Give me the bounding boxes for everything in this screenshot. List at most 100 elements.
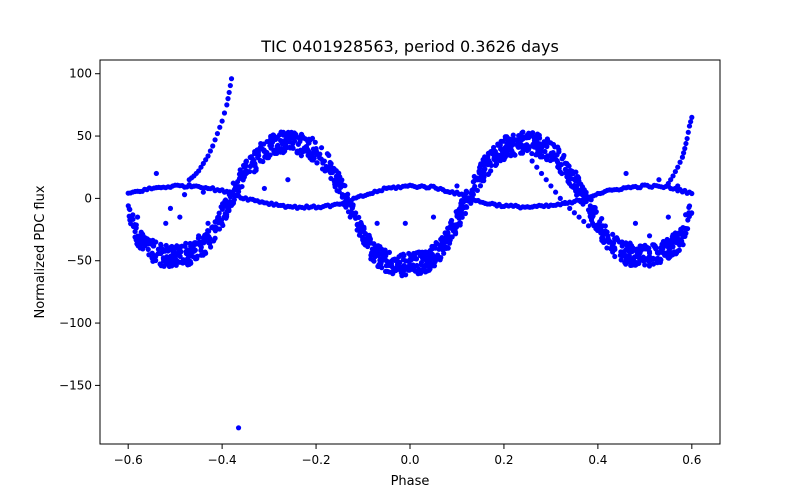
data-point	[680, 150, 687, 156]
data-point	[430, 245, 436, 251]
data-point	[314, 151, 320, 157]
data-point	[249, 160, 255, 166]
data-point	[401, 265, 408, 271]
data-point	[224, 102, 230, 108]
data-point	[571, 210, 577, 216]
data-point	[643, 256, 650, 262]
data-point	[268, 135, 274, 141]
data-point	[626, 252, 632, 259]
data-point	[442, 230, 448, 236]
data-point	[420, 255, 426, 261]
data-point	[671, 249, 678, 255]
data-point	[322, 166, 328, 173]
data-point	[332, 184, 338, 190]
data-point	[496, 152, 502, 159]
data-point	[146, 252, 152, 258]
data-point	[688, 119, 694, 125]
data-point	[132, 228, 138, 235]
data-point	[298, 147, 304, 153]
data-point	[623, 261, 629, 267]
data-point	[181, 192, 188, 198]
data-point	[207, 148, 213, 154]
data-point	[470, 179, 476, 185]
data-point	[170, 254, 176, 260]
data-point	[374, 220, 380, 226]
data-point	[365, 243, 371, 250]
data-point	[272, 148, 278, 155]
data-point	[686, 213, 692, 220]
data-point	[445, 225, 451, 231]
data-point	[589, 214, 595, 221]
data-point	[225, 96, 231, 102]
data-point	[560, 154, 566, 161]
data-point	[689, 190, 695, 197]
x-tick-label: −0.2	[301, 453, 330, 467]
data-point	[384, 268, 391, 275]
data-point	[601, 239, 607, 245]
data-point	[623, 170, 629, 177]
data-point	[320, 160, 326, 166]
data-point	[390, 269, 396, 275]
data-point	[689, 114, 695, 120]
data-point	[406, 259, 412, 265]
data-point	[200, 235, 206, 241]
data-point	[176, 248, 182, 254]
y-tick-label: −150	[59, 378, 92, 392]
data-point	[485, 150, 491, 156]
data-point	[227, 82, 233, 89]
data-point	[237, 167, 243, 173]
data-point	[331, 165, 337, 171]
data-point	[160, 255, 166, 261]
data-point	[351, 212, 358, 219]
data-point	[646, 233, 653, 239]
data-point	[236, 175, 243, 182]
data-point	[129, 216, 135, 222]
data-point	[194, 253, 200, 259]
data-point	[231, 197, 237, 203]
data-point	[396, 254, 402, 260]
data-point	[188, 175, 195, 181]
data-point	[182, 243, 188, 249]
data-point	[167, 205, 174, 211]
data-point	[665, 180, 671, 187]
x-tick-label: 0.2	[494, 453, 513, 467]
data-point	[623, 256, 629, 262]
data-point	[567, 205, 573, 211]
data-point	[534, 164, 540, 170]
data-point	[610, 249, 616, 255]
data-point	[517, 134, 524, 140]
data-point	[610, 241, 616, 247]
data-point	[589, 210, 595, 216]
data-point	[146, 240, 152, 247]
data-point	[574, 192, 580, 198]
data-point	[471, 173, 477, 180]
data-point	[602, 223, 608, 229]
data-point	[670, 173, 676, 179]
data-point	[555, 144, 561, 150]
data-point	[434, 254, 440, 260]
data-point	[538, 170, 545, 177]
data-point	[598, 226, 604, 232]
data-point	[655, 250, 661, 256]
data-point	[564, 161, 570, 167]
x-axis: −0.6 −0.4 −0.2 0.0 0.2 0.4 0.6	[114, 444, 701, 467]
data-point	[656, 257, 662, 263]
data-point	[215, 214, 221, 221]
data-point	[236, 184, 242, 190]
data-point	[518, 150, 524, 156]
data-point	[544, 156, 550, 163]
data-point	[459, 214, 465, 220]
data-point	[304, 146, 311, 152]
data-point	[528, 132, 534, 138]
data-point	[258, 142, 264, 148]
data-point	[247, 168, 253, 175]
data-point	[568, 167, 574, 174]
data-point	[273, 136, 279, 142]
data-point	[440, 247, 446, 253]
data-point	[504, 134, 510, 140]
data-point	[338, 179, 344, 185]
data-point	[207, 240, 213, 247]
data-point	[444, 234, 451, 240]
data-point	[183, 260, 189, 266]
data-point	[424, 249, 430, 256]
